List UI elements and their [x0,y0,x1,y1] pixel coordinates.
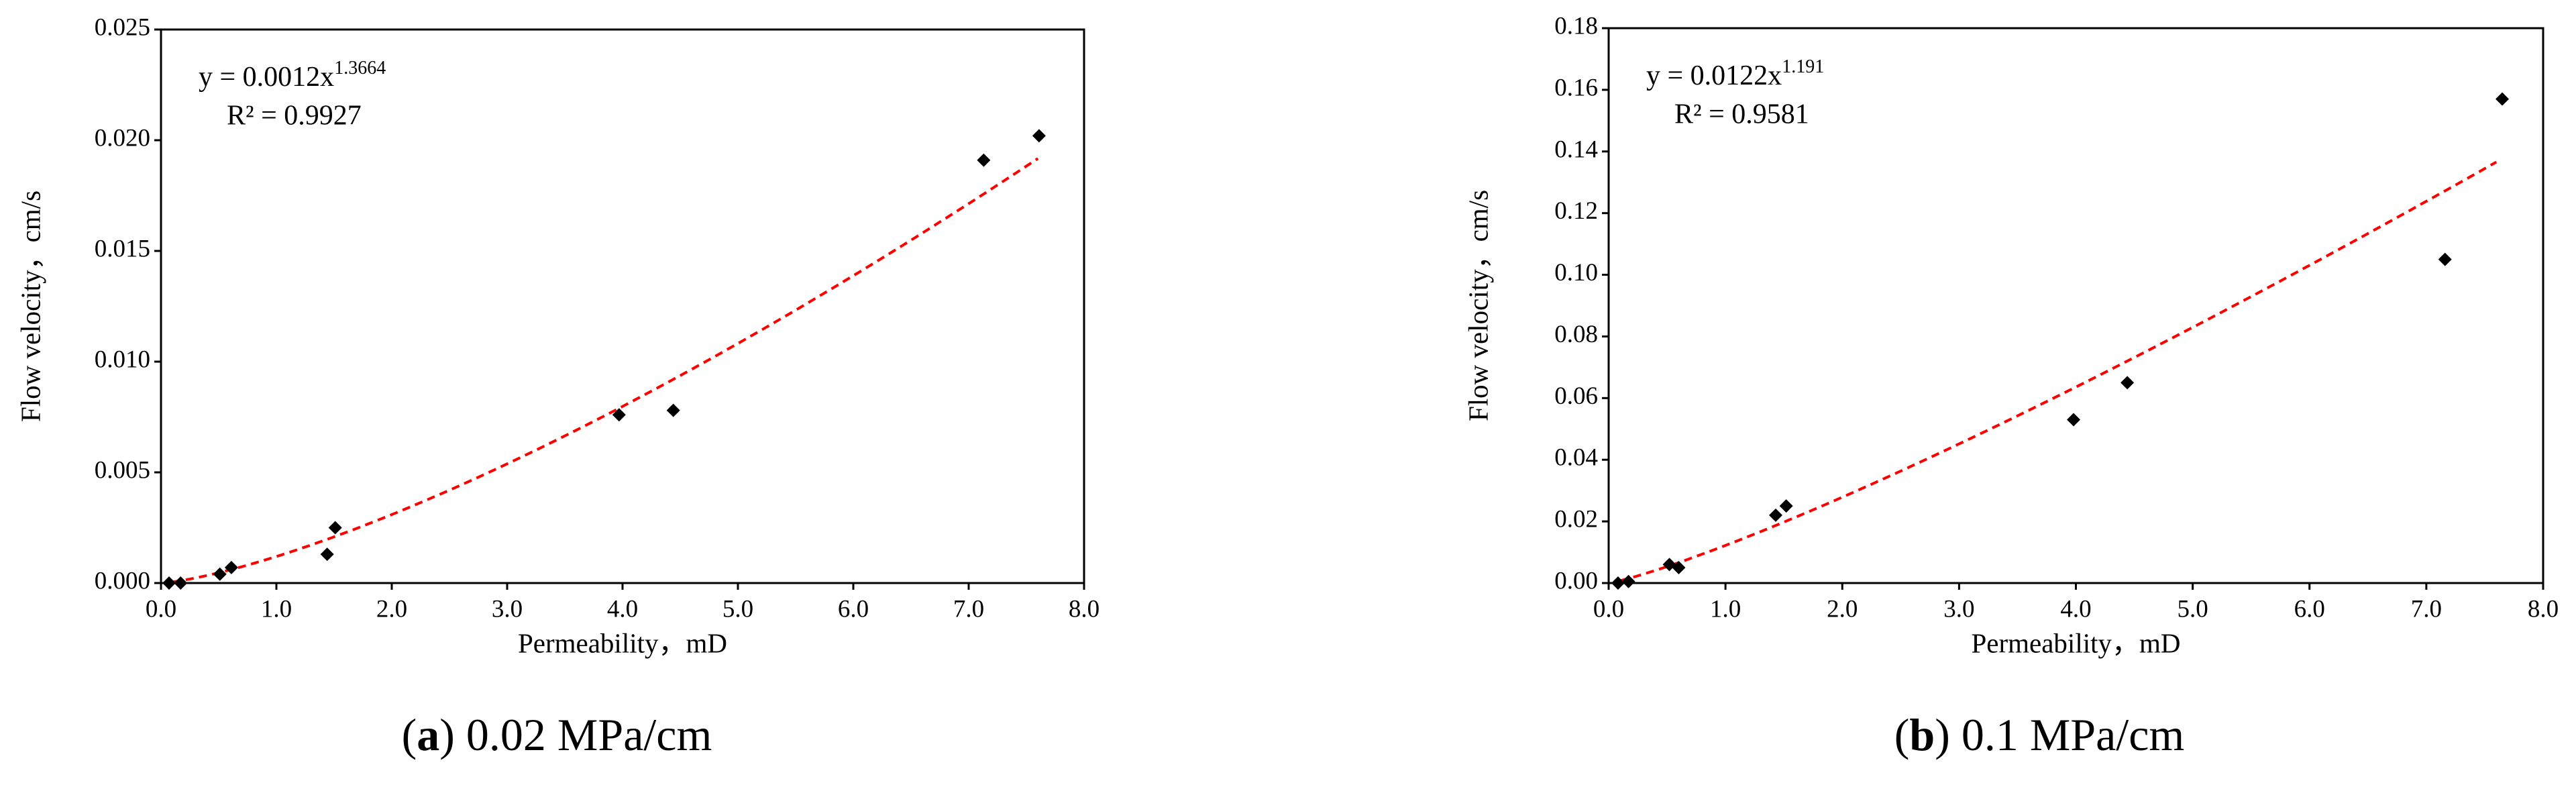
y-tick-label: 0.000 [95,567,150,594]
x-axis-label: Permeability，mD [1971,627,2180,658]
x-tick-label: 0.0 [1593,595,1624,623]
equation-exponent: 1.3664 [334,58,386,78]
x-tick-label: 2.0 [1827,595,1858,623]
x-tick-label: 8.0 [2528,595,2559,623]
r-squared: R² = 0.9927 [227,101,362,132]
trendline-equation: y = 0.0122x1.191 [1646,56,1824,91]
caption-part: ) 0.02 MPa/cm [439,709,712,760]
y-tick-label: 0.020 [95,124,150,152]
y-tick-label: 0.00 [1554,567,1598,594]
data-point [174,576,188,590]
y-tick-label: 0.06 [1554,382,1598,410]
caption-part: ( [402,709,417,760]
x-tick-label: 4.0 [607,595,638,623]
caption: (b) 0.1 MPa/cm [1894,709,2185,760]
y-tick-label: 0.08 [1554,321,1598,348]
x-tick-label: 6.0 [2294,595,2325,623]
data-point [1779,499,1793,513]
data-point [2121,376,2135,390]
trendline [1619,160,2498,582]
data-point [213,567,227,581]
caption-part: b [1909,709,1935,760]
x-tick-label: 7.0 [953,595,984,623]
caption: (a) 0.02 MPa/cm [402,709,712,760]
data-point [2438,252,2452,266]
data-point [1768,508,1782,522]
x-tick-label: 5.0 [2178,595,2208,623]
data-point [162,576,176,590]
x-tick-label: 1.0 [1710,595,1741,623]
data-point [328,521,342,535]
x-tick-label: 3.0 [492,595,523,623]
x-tick-label: 2.0 [376,595,407,623]
data-point [224,560,238,574]
data-point [1032,129,1046,143]
x-axis-label: Permeability，mD [518,627,727,658]
data-point [1672,561,1686,575]
equation-text: y = 0.0122x [1646,60,1782,91]
data-point [2067,413,2081,427]
y-tick-label: 0.04 [1554,444,1598,472]
equation-text: y = 0.0012x [199,62,334,93]
y-tick-label: 0.14 [1554,136,1598,163]
x-tick-label: 8.0 [1069,595,1099,623]
x-tick-label: 4.0 [2060,595,2091,623]
x-tick-label: 7.0 [2411,595,2442,623]
y-axis-label: Flow velocity，cm/s [15,191,46,422]
y-tick-label: 0.015 [95,235,150,262]
y-axis-label: Flow velocity，cm/s [1462,190,1493,421]
y-tick-label: 0.16 [1554,74,1598,101]
y-tick-label: 0.02 [1554,506,1598,533]
y-tick-label: 0.025 [95,13,150,41]
equation-exponent: 1.191 [1782,56,1824,77]
y-tick-label: 0.005 [95,456,150,484]
data-point [320,547,334,562]
x-tick-label: 1.0 [261,595,292,623]
y-tick-label: 0.010 [95,346,150,373]
data-point [1621,574,1635,588]
data-point [666,403,680,417]
trendline-equation: y = 0.0012x1.3664 [199,58,386,92]
data-point [1611,576,1625,590]
r-squared: R² = 0.9581 [1674,99,1809,130]
caption-part: a [417,709,439,760]
y-tick-label: 0.10 [1554,259,1598,286]
x-tick-label: 0.0 [146,595,176,623]
data-point [612,408,626,422]
x-tick-label: 5.0 [722,595,753,623]
caption-part: ( [1894,709,1910,760]
caption-part: ) 0.1 MPa/cm [1935,709,2184,760]
trendline [172,157,1039,584]
y-tick-label: 0.12 [1554,197,1598,225]
data-point [977,153,991,167]
x-tick-label: 3.0 [1943,595,1974,623]
x-tick-label: 6.0 [838,595,869,623]
data-point [2496,92,2510,106]
y-tick-label: 0.18 [1554,12,1598,40]
